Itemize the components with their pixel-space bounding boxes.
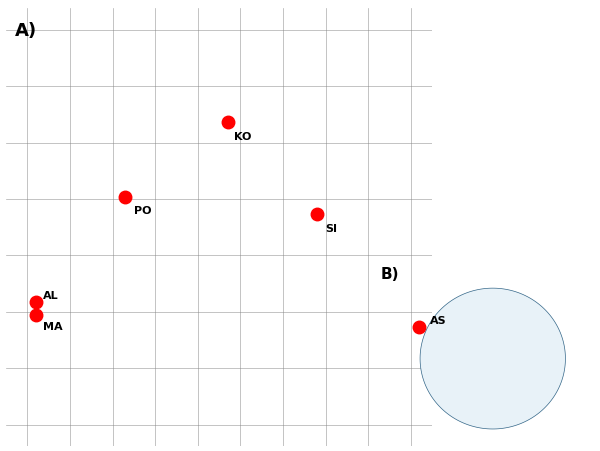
Text: A): A) [14,22,37,40]
Polygon shape [420,289,565,429]
Text: PO: PO [134,206,151,216]
Text: SI: SI [325,223,337,233]
Text: B): B) [380,266,399,281]
Text: AS: AS [430,315,446,325]
Text: MA: MA [43,321,62,331]
Text: KO: KO [235,131,252,141]
Text: AL: AL [43,290,58,300]
